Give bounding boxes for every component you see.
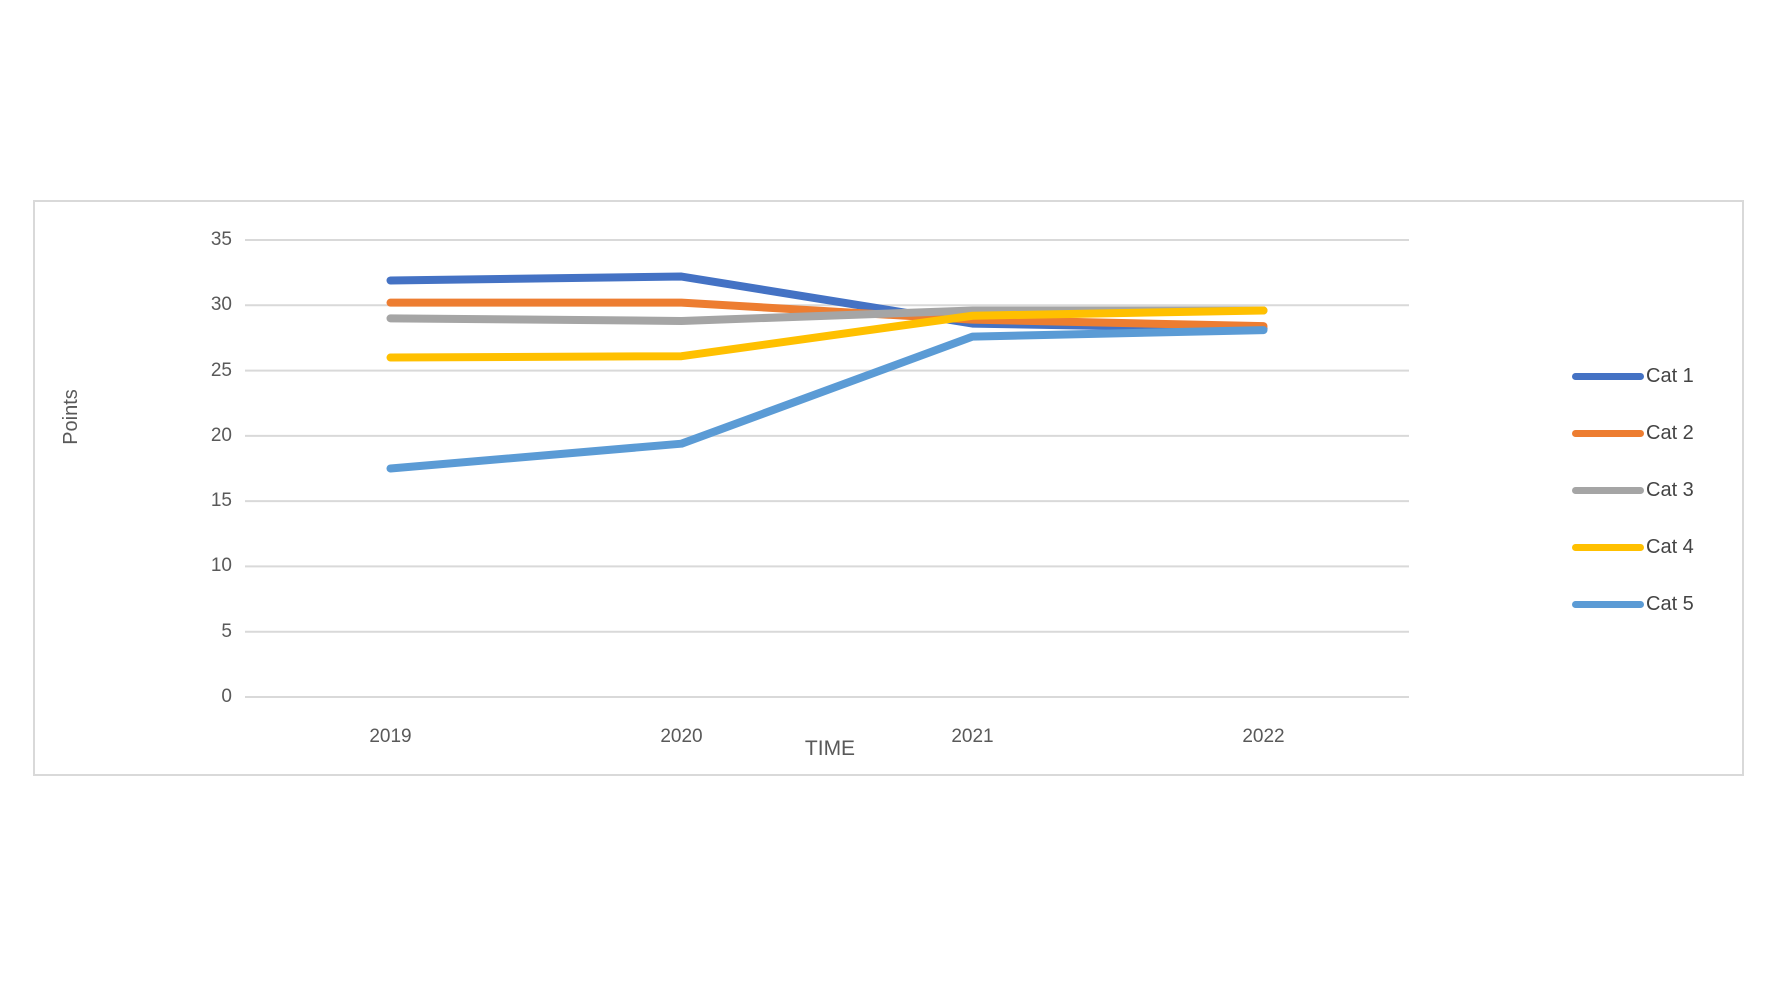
legend-entry-cat-5: Cat 5 xyxy=(1572,576,1742,633)
legend-swatch-icon xyxy=(1572,373,1644,380)
legend: Cat 1 Cat 2 Cat 3 Cat 4 Cat 5 xyxy=(1572,348,1742,633)
legend-label: Cat 5 xyxy=(1646,593,1694,615)
legend-entry-cat-3: Cat 3 xyxy=(1572,462,1742,519)
y-axis-title: Points xyxy=(60,389,82,445)
x-tick-label: 2020 xyxy=(660,726,703,747)
legend-entry-cat-4: Cat 4 xyxy=(1572,519,1742,576)
series-line-cat-5 xyxy=(386,326,1268,473)
series-line-cat-2 xyxy=(386,298,1268,331)
legend-entry-cat-1: Cat 1 xyxy=(1572,348,1742,405)
legend-swatch-icon xyxy=(1572,430,1644,437)
y-tick-label: 0 xyxy=(221,686,232,707)
x-axis-title: TIME xyxy=(804,737,856,760)
series-lines xyxy=(386,272,1268,473)
x-tick-label: 2022 xyxy=(1242,726,1285,747)
x-tick-label: 2019 xyxy=(369,726,412,747)
legend-swatch-icon xyxy=(1572,487,1644,494)
legend-label: Cat 2 xyxy=(1646,422,1694,444)
y-tick-label: 5 xyxy=(221,620,232,642)
legend-entry-cat-2: Cat 2 xyxy=(1572,405,1742,462)
line-plot xyxy=(245,239,1409,698)
y-tick-label: 35 xyxy=(210,229,232,250)
series-line-cat-4 xyxy=(386,306,1268,362)
y-tick-label: 15 xyxy=(210,490,232,512)
legend-swatch-icon xyxy=(1572,544,1644,551)
legend-swatch-icon xyxy=(1572,601,1644,608)
y-tick-label: 25 xyxy=(210,359,232,381)
y-tick-label: 30 xyxy=(210,294,232,316)
y-tick-label: 10 xyxy=(210,555,232,577)
chart-container: 0 5 10 15 20 25 30 35 2019 2020 2021 2022 Points T… xyxy=(33,200,1744,776)
legend-label: Cat 3 xyxy=(1646,479,1694,501)
y-tick-label: 20 xyxy=(210,424,232,446)
legend-label: Cat 4 xyxy=(1646,536,1694,558)
legend-label: Cat 1 xyxy=(1646,365,1694,387)
x-tick-label: 2021 xyxy=(951,726,994,747)
